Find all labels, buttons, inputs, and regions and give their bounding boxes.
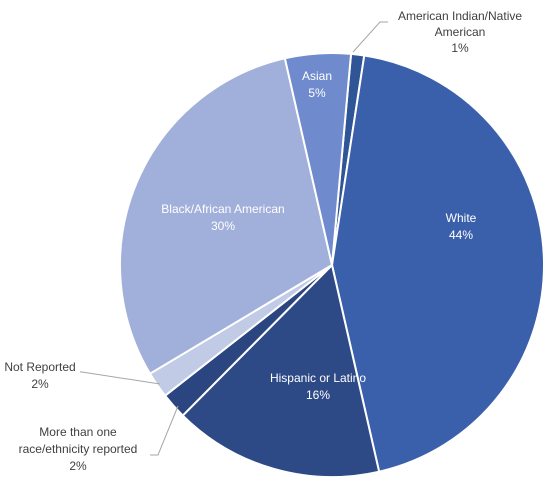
label-not-reported: Not Reported 2% <box>4 360 75 391</box>
leader-line-not-reported <box>80 371 161 385</box>
label-black: Black/African American 30% <box>161 202 284 233</box>
label-black-name: Black/African American <box>161 202 284 216</box>
label-hispanic-name: Hispanic or Latino <box>270 371 366 385</box>
label-asian: Asian 5% <box>302 69 332 100</box>
pie-slice-black-african-american <box>119 57 333 375</box>
label-not-reported-name: Not Reported <box>4 360 75 374</box>
label-white: White 44% <box>446 211 477 242</box>
label-white-name: White <box>446 211 477 225</box>
label-black-pct: 30% <box>211 219 235 233</box>
label-multi-race-line1: More than one <box>39 425 117 439</box>
label-american-indian: American Indian/Native American 1% <box>398 9 522 55</box>
label-hispanic-pct: 16% <box>306 388 330 402</box>
label-multi-race-line2: race/ethnicity reported <box>19 442 138 456</box>
label-not-reported-pct: 2% <box>31 377 49 391</box>
pie-slice-white <box>331 54 546 473</box>
label-white-pct: 44% <box>449 228 473 242</box>
label-american-indian-pct: 1% <box>451 41 469 55</box>
pie-slice-hispanic-or-latino <box>181 264 381 479</box>
label-hispanic: Hispanic or Latino 16% <box>270 371 366 402</box>
leader-line-american-indian <box>352 21 388 53</box>
label-american-indian-line1: American Indian/Native <box>398 9 522 23</box>
label-multi-race-pct: 2% <box>69 459 87 473</box>
label-asian-pct: 5% <box>308 86 326 100</box>
leader-lines <box>80 21 388 456</box>
label-asian-name: Asian <box>302 69 332 83</box>
label-multi-race: More than one race/ethnicity reported 2% <box>19 425 138 473</box>
leader-line-multi-race <box>150 405 179 456</box>
pie-slice-asian <box>283 52 353 266</box>
label-american-indian-line2: American <box>435 25 486 39</box>
pie-slices <box>119 52 546 479</box>
